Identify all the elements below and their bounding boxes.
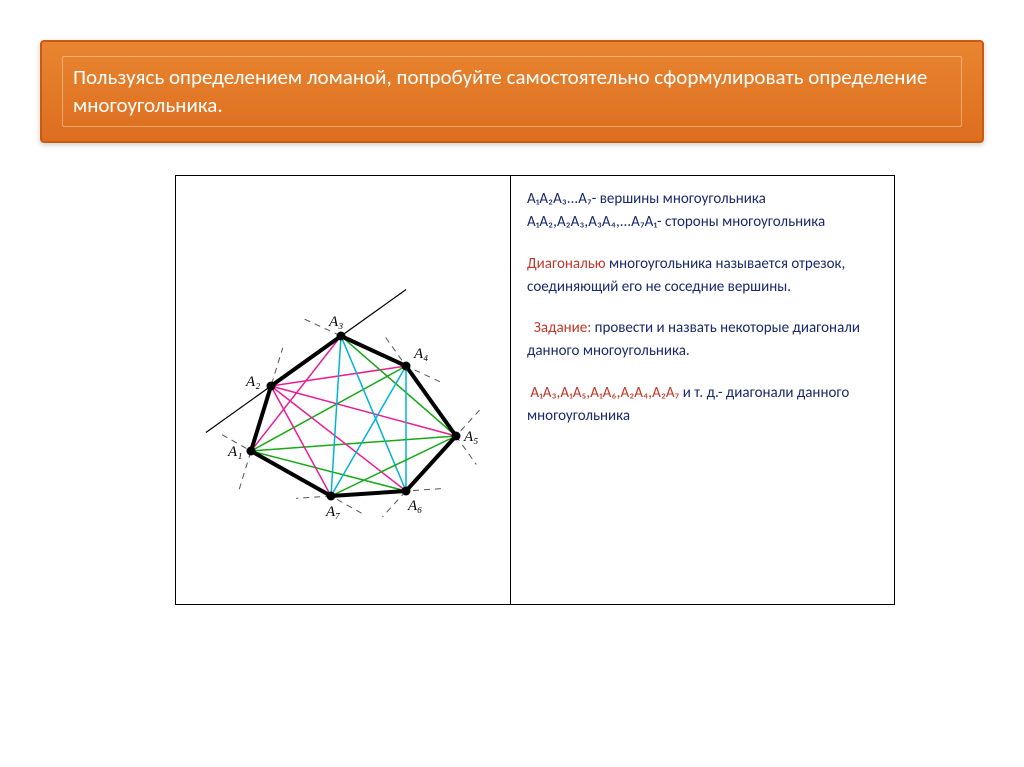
vertex-label-a5: A₅ bbox=[464, 429, 478, 446]
sides-list: A₁A₂,A₂A₃,A₃A₄,...A₇A₁ bbox=[527, 213, 657, 231]
diagonals-enum: A₁A₃,A₁A₅,A₁A₆,A₂A₄,A₂A₇ bbox=[530, 384, 679, 402]
diagonal-term: Диагональю bbox=[527, 255, 606, 273]
vertices-list: A₁A₂A₃...A₇ bbox=[527, 190, 592, 208]
vertex-label-a1: A₁ bbox=[228, 444, 242, 461]
polygon-diagram bbox=[176, 176, 511, 606]
diagram-cell: A₁ A₂ A₃ A₄ A₅ A₆ A₇ bbox=[176, 176, 511, 604]
text-cell: A₁A₂A₃...A₇- вершины многоугольника A₁A₂… bbox=[511, 176, 894, 604]
sides-label: - стороны многоугольника bbox=[657, 213, 825, 231]
vertex-label-a4: A₄ bbox=[414, 346, 428, 363]
content-table: A₁ A₂ A₃ A₄ A₅ A₆ A₇ A₁A₂A₃...A₇- вершины мног… bbox=[175, 175, 895, 605]
vertices-label: - вершины многоугольника bbox=[592, 190, 766, 208]
title-text: Пользуясь определением ломаной, попробуй… bbox=[73, 63, 951, 120]
line-task: Задание: провести и назвать некоторые ди… bbox=[527, 317, 878, 364]
vertex-label-a7: A₇ bbox=[326, 504, 340, 521]
vertex-label-a2: A₂ bbox=[246, 374, 260, 391]
vertex-label-a6: A₆ bbox=[408, 498, 422, 515]
line-vertices: A₁A₂A₃...A₇- вершины многоугольника A₁A₂… bbox=[527, 188, 878, 235]
line-diagonal-def: Диагональю многоугольника называется отр… bbox=[527, 253, 878, 300]
task-label: Задание: bbox=[534, 319, 591, 337]
title-inner: Пользуясь определением ломаной, попробуй… bbox=[62, 56, 962, 127]
line-diagonals-list: A₁A₃,A₁A₅,A₁A₆,A₂A₄,A₂A₇ и т. д.- диагон… bbox=[527, 382, 878, 429]
vertex-label-a3: A₃ bbox=[329, 314, 343, 331]
title-card: Пользуясь определением ломаной, попробуй… bbox=[40, 40, 984, 143]
